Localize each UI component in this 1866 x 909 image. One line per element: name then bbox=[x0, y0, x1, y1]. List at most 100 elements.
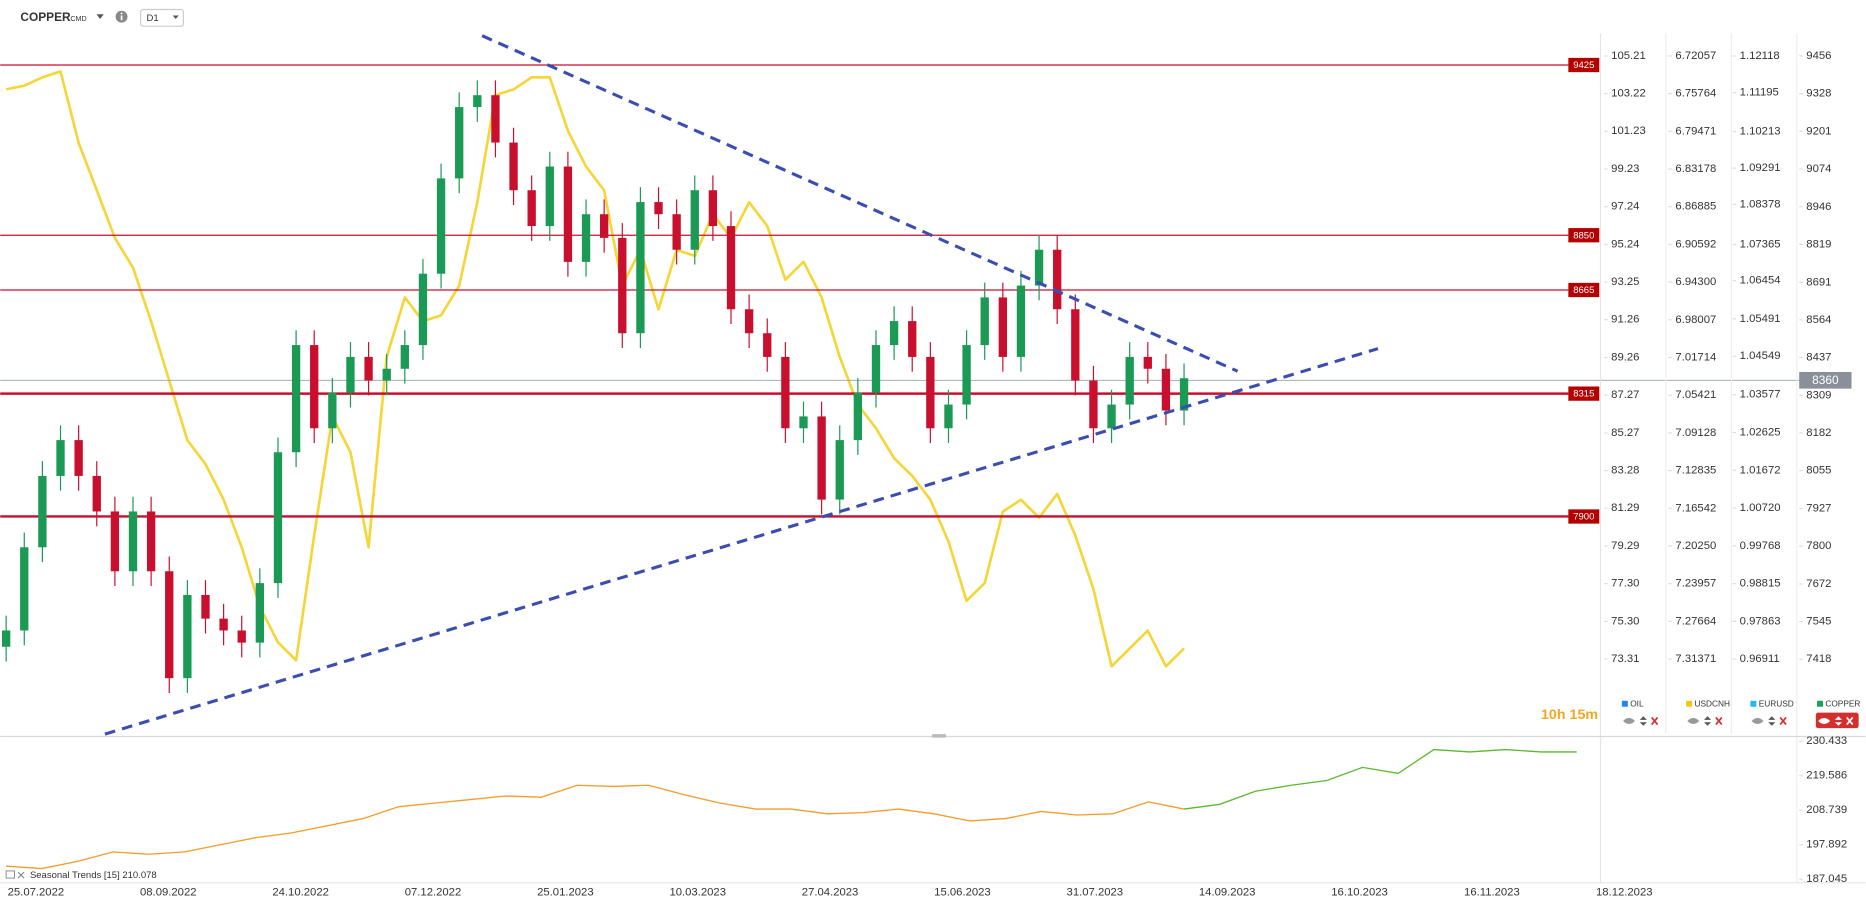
x-tick-label: 08.09.2022 bbox=[140, 886, 197, 898]
lower-pane: 230.433 219.586 208.739 197.892 187.045 Seaso… bbox=[6, 735, 1847, 885]
legend-visibility[interactable] bbox=[1751, 718, 1764, 724]
y-tick-label: 89.26 bbox=[1611, 352, 1639, 364]
candle-body bbox=[654, 202, 663, 215]
candle-body bbox=[744, 309, 754, 334]
y-tick-label: 1.08378 bbox=[1740, 198, 1781, 210]
x-tick-label: 15.06.2023 bbox=[934, 886, 991, 898]
legend-swatch bbox=[1686, 700, 1693, 707]
lower-y-tick-label: 208.739 bbox=[1806, 804, 1847, 816]
x-tick-label: 10.03.2023 bbox=[669, 886, 726, 898]
x-tick-label: 25.07.2022 bbox=[8, 886, 65, 898]
y-tick-label: 6.75764 bbox=[1675, 88, 1716, 100]
legend-remove[interactable] bbox=[1650, 716, 1659, 726]
candle-body bbox=[1125, 356, 1134, 405]
y-tick-label: 6.79471 bbox=[1675, 125, 1716, 137]
candle-body bbox=[183, 594, 192, 679]
y-tick-label: 85.27 bbox=[1611, 427, 1639, 439]
y-tick-label: 105.21 bbox=[1611, 50, 1646, 62]
level-tag bbox=[1568, 228, 1600, 243]
y-tick-label: 1.04549 bbox=[1740, 350, 1781, 362]
candle-body bbox=[146, 511, 156, 572]
y-tick-label: 1.03577 bbox=[1740, 389, 1781, 401]
candle-body bbox=[364, 356, 373, 381]
candle-body bbox=[889, 321, 899, 346]
level-label: 8665 bbox=[1573, 285, 1594, 296]
y-tick-label: 8564 bbox=[1806, 314, 1831, 326]
y-tick-label: 7418 bbox=[1806, 653, 1831, 665]
candle-body bbox=[418, 273, 428, 346]
y-tick-label: 7800 bbox=[1806, 540, 1831, 552]
indicator-icon[interactable] bbox=[5, 870, 15, 879]
y-tick-label: 6.94300 bbox=[1675, 276, 1716, 288]
y-tick-label: 6.86885 bbox=[1675, 201, 1716, 213]
legend-visibility[interactable] bbox=[1687, 718, 1700, 724]
trendline-up bbox=[104, 347, 1379, 736]
x-tick-label: 25.01.2023 bbox=[537, 886, 594, 898]
legend-label: EURUSD bbox=[1759, 699, 1794, 709]
legend-remove[interactable] bbox=[1715, 716, 1723, 726]
x-tick-label: 31.07.2023 bbox=[1067, 886, 1124, 898]
candle-body bbox=[636, 202, 645, 334]
legend-move[interactable] bbox=[1639, 716, 1647, 726]
candle-body bbox=[781, 356, 790, 429]
usdcnh-layer bbox=[5, 70, 1185, 668]
current-price-tag bbox=[1799, 371, 1852, 389]
candle-body bbox=[473, 95, 482, 108]
legend-visibility[interactable] bbox=[1818, 718, 1831, 724]
y-tick-label: 79.29 bbox=[1611, 540, 1639, 552]
legend-move[interactable] bbox=[1703, 716, 1712, 726]
y-tick-label: 1.06454 bbox=[1740, 275, 1781, 287]
candle-body bbox=[1089, 380, 1098, 429]
candle-body bbox=[926, 356, 935, 429]
y-tick-label: 6.90592 bbox=[1675, 238, 1716, 250]
legend-move[interactable] bbox=[1834, 716, 1842, 726]
indicator-close[interactable] bbox=[17, 871, 25, 879]
candle-body bbox=[690, 190, 699, 250]
y-tick-label: 0.98815 bbox=[1740, 578, 1781, 590]
lower-y-tick-label: 187.045 bbox=[1806, 873, 1847, 885]
level-tag bbox=[1568, 509, 1600, 524]
y-tick-label: 7.16542 bbox=[1675, 502, 1716, 514]
symbol[interactable]: COPPER bbox=[20, 10, 71, 24]
y-tick-label: 77.30 bbox=[1611, 578, 1639, 590]
info-icon-dot bbox=[120, 12, 123, 15]
candle-body bbox=[1161, 368, 1171, 411]
interval-dropdown[interactable] bbox=[172, 15, 179, 20]
legend-remove[interactable] bbox=[1846, 716, 1854, 726]
seasonal-line bbox=[1183, 748, 1577, 810]
symbol-dropdown[interactable] bbox=[96, 14, 104, 20]
legend-remove[interactable] bbox=[1779, 716, 1787, 726]
y-tick-label: 6.72057 bbox=[1675, 50, 1716, 62]
candle-body bbox=[400, 345, 409, 369]
pane-handle[interactable] bbox=[931, 734, 947, 738]
candle-body bbox=[980, 297, 989, 346]
legend-label: USDCNH bbox=[1694, 699, 1730, 709]
candle-body bbox=[128, 511, 138, 572]
legend-swatch bbox=[1817, 700, 1823, 707]
y-tick-label: 9328 bbox=[1806, 88, 1831, 100]
candle-body bbox=[382, 368, 391, 381]
y-tick-label: 1.02625 bbox=[1740, 426, 1781, 438]
y-tick-label: 1.00720 bbox=[1740, 502, 1781, 514]
candle-layer bbox=[1, 80, 1189, 693]
legend-move[interactable] bbox=[1768, 716, 1776, 726]
candle-body bbox=[219, 618, 228, 631]
candle-body bbox=[581, 214, 591, 262]
candle-body bbox=[726, 226, 736, 310]
info-icon-bar bbox=[120, 15, 123, 21]
candle-body bbox=[310, 345, 319, 429]
y-tick-label: 87.27 bbox=[1611, 389, 1639, 401]
y-tick-label: 8055 bbox=[1806, 465, 1831, 477]
interval-select[interactable] bbox=[140, 8, 185, 27]
y-tick-label: 81.29 bbox=[1611, 502, 1639, 514]
y-tick-label: 6.83178 bbox=[1675, 163, 1716, 175]
candle-body bbox=[74, 440, 83, 476]
seasonal-line bbox=[6, 784, 1185, 870]
candle-body bbox=[708, 190, 718, 227]
legend-swatch bbox=[1621, 700, 1628, 707]
candle-body bbox=[672, 214, 681, 250]
y-tick-label: 75.30 bbox=[1611, 615, 1639, 627]
y-tick-label: 1.01672 bbox=[1740, 464, 1781, 476]
interval: D1 bbox=[147, 13, 159, 24]
legend-visibility[interactable] bbox=[1623, 718, 1635, 724]
